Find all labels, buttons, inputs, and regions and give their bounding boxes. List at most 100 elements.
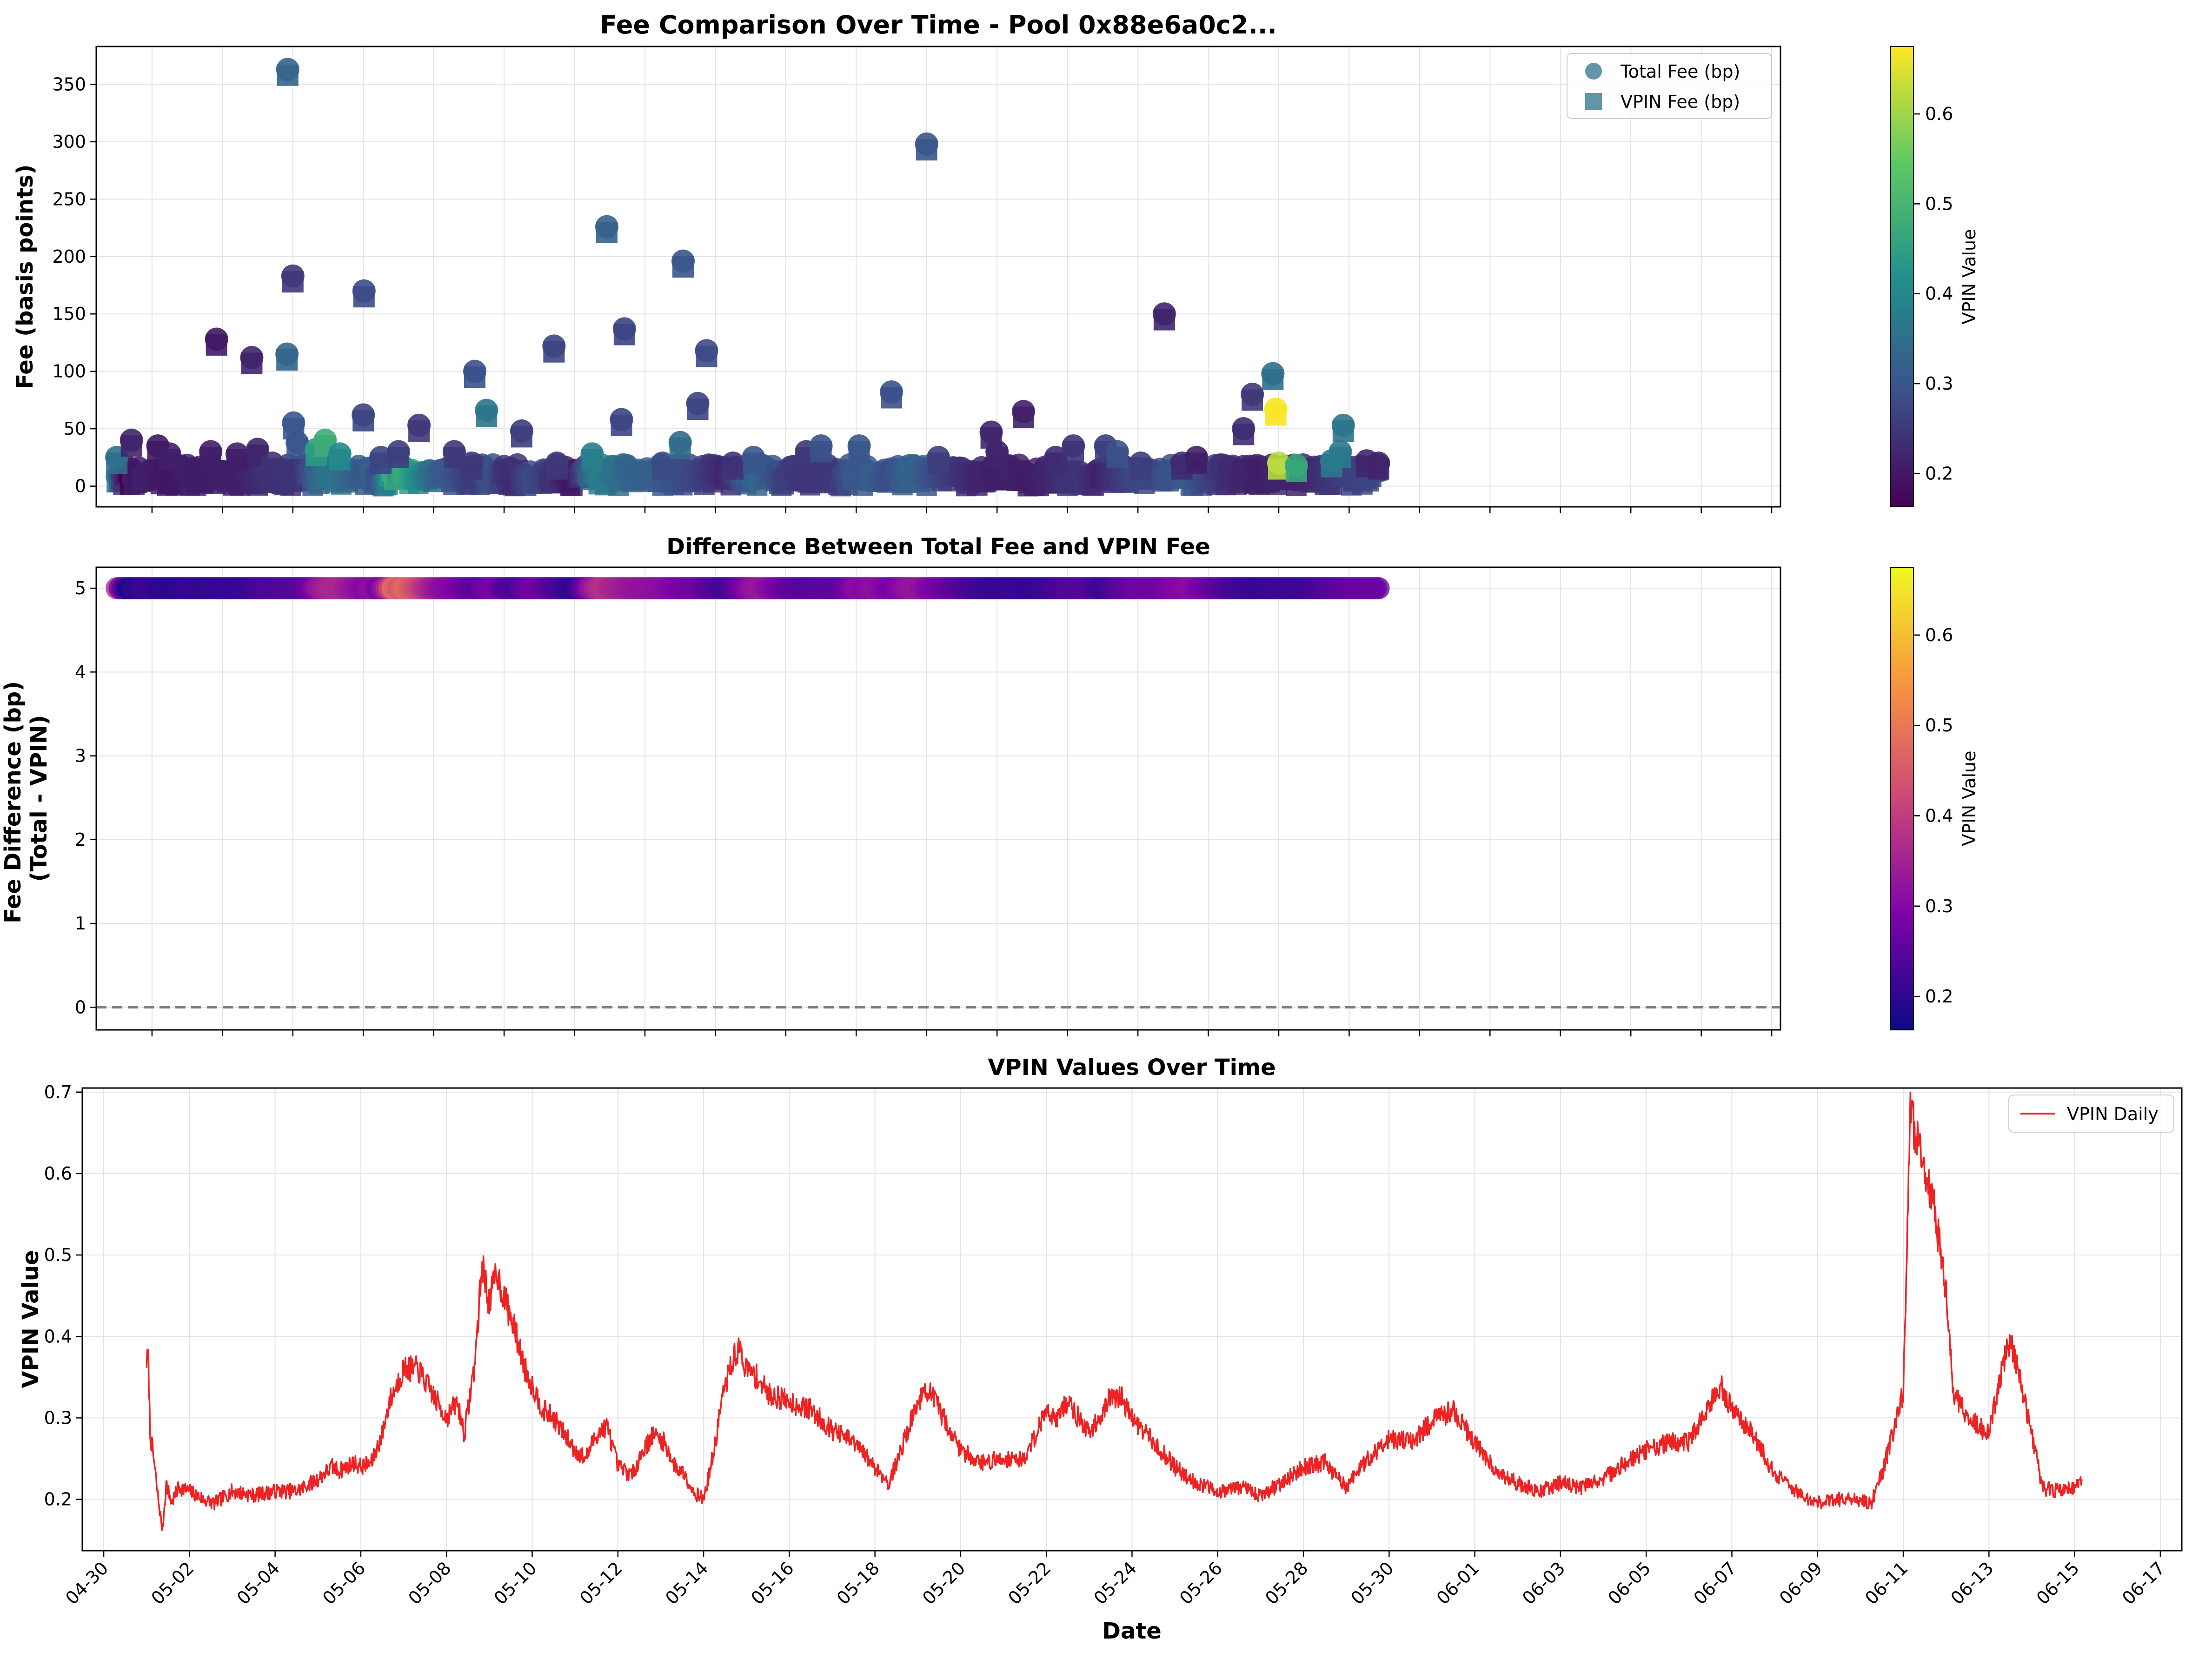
total-fee-point xyxy=(595,215,618,239)
x-tick-label: 06-17 xyxy=(2118,1558,2169,1608)
total-fee-point xyxy=(542,334,566,358)
x-tick-label: 05-30 xyxy=(1347,1558,1398,1608)
total-fee-point xyxy=(847,434,871,458)
fee-legend: Total Fee (bp) VPIN Fee (bp) xyxy=(1567,53,1772,119)
difference-markers xyxy=(96,577,1780,1009)
x-tick-label: 05-12 xyxy=(576,1558,626,1608)
fee-y-label: Fee (basis points) xyxy=(12,164,38,389)
y-tick-label: 250 xyxy=(52,189,86,209)
x-tick-label: 05-16 xyxy=(747,1558,798,1608)
total-fee-point xyxy=(610,408,633,431)
total-fee-point xyxy=(671,249,695,273)
difference-y-ticks: 0 1 2 3 4 5 xyxy=(75,578,96,1017)
total-fee-point xyxy=(1267,451,1290,475)
y-tick-label: 0 xyxy=(75,476,86,497)
vpin-legend-box xyxy=(2008,1095,2174,1133)
fee-colorbar: 0.2 0.3 0.4 0.5 0.6 VPIN Value xyxy=(1890,46,1980,507)
colorbar-tick-label: 0.2 xyxy=(1925,463,1953,484)
colorbar-tick-label: 0.5 xyxy=(1925,715,1953,736)
total-fee-point xyxy=(281,264,305,288)
total-fee-point xyxy=(158,442,181,466)
vpin-x-label: Date xyxy=(1102,1618,1162,1644)
difference-colorbar: 0.2 0.3 0.4 0.5 0.6 VPIN Value xyxy=(1890,567,1980,1030)
y-tick-label: 4 xyxy=(75,662,86,682)
vpin-line-layer xyxy=(146,1091,2083,1531)
x-tick-label: 06-07 xyxy=(1690,1558,1740,1608)
colorbar-tick-label: 0.4 xyxy=(1925,284,1953,304)
total-fee-point xyxy=(668,431,692,454)
x-tick-label: 05-14 xyxy=(661,1558,712,1608)
total-fee-point xyxy=(985,440,1009,464)
fee-grid xyxy=(96,46,1780,507)
vpin-panel: 0.20.30.40.50.60.7 04-30 05-02 05-04 05-06 0… xyxy=(18,1055,2183,1644)
fee-colorbar-ticks: 0.2 0.3 0.4 0.5 0.6 xyxy=(1913,104,1953,484)
total-fee-point xyxy=(407,413,431,437)
y-tick-label: 300 xyxy=(52,132,86,152)
total-fee-point xyxy=(1284,454,1308,478)
x-tick-label: 05-20 xyxy=(918,1558,969,1608)
total-fee-point xyxy=(442,440,466,464)
colorbar-tick-label: 0.6 xyxy=(1925,104,1953,124)
x-tick-label: 05-06 xyxy=(319,1558,369,1608)
x-tick-label: 06-15 xyxy=(2033,1558,2083,1608)
total-fee-point xyxy=(809,434,833,458)
total-fee-point xyxy=(580,442,604,466)
difference-y-label-line1: Fee Difference (bp) xyxy=(0,681,26,923)
colorbar-tick-label: 0.3 xyxy=(1925,896,1953,916)
difference-y-label: Fee Difference (bp) (Total - VPIN) xyxy=(0,673,52,923)
total-fee-point xyxy=(880,380,903,404)
total-fee-point xyxy=(276,58,299,81)
x-tick-label: 05-24 xyxy=(1090,1558,1141,1608)
fee-axes-frame xyxy=(95,46,1781,508)
y-tick-label: 350 xyxy=(52,74,86,94)
colorbar-tick-label: 0.6 xyxy=(1925,625,1953,645)
y-tick-label: 0.6 xyxy=(44,1163,72,1184)
total-fee-point xyxy=(721,451,745,475)
total-fee-point xyxy=(205,327,228,351)
x-tick-label: 05-10 xyxy=(490,1558,541,1608)
total-fee-point xyxy=(328,442,352,466)
total-fee-point xyxy=(1129,451,1153,475)
vpin-daily-line xyxy=(146,1091,2083,1531)
difference-axes-frame xyxy=(95,566,1781,1031)
fee-difference-panel: 0 1 2 3 4 5 Difference Between Total Fee and … xyxy=(0,534,1980,1036)
x-tick-label: 05-28 xyxy=(1261,1558,1312,1608)
colorbar-tick-label: 0.5 xyxy=(1925,193,1953,214)
vpin-y-label: VPIN Value xyxy=(18,1250,44,1388)
y-tick-label: 0 xyxy=(75,997,86,1017)
total-fee-point xyxy=(686,392,710,415)
total-fee-point xyxy=(510,419,533,443)
total-fee-point xyxy=(463,359,487,383)
total-fee-point xyxy=(1232,417,1255,441)
vpin-y-ticks: 0.2 0.3 0.4 0.5 0.6 0.7 xyxy=(44,1082,82,1510)
fee-y-ticks: 0 50 100 150 200 250 300 350 xyxy=(52,74,96,497)
legend-vpin-daily-label: VPIN Daily xyxy=(2067,1104,2159,1124)
difference-colorbar-label: VPIN Value xyxy=(1959,751,1980,846)
total-fee-point xyxy=(313,428,337,452)
total-fee-point xyxy=(1331,413,1355,437)
total-fee-point xyxy=(651,451,674,475)
y-tick-label: 0.4 xyxy=(44,1326,72,1347)
vpin-legend: VPIN Daily xyxy=(2008,1095,2174,1133)
fee-colorbar-label: VPIN Value xyxy=(1959,229,1980,325)
total-fee-point xyxy=(352,279,376,303)
y-tick-label: 0.2 xyxy=(44,1489,72,1510)
vpin-title: VPIN Values Over Time xyxy=(988,1055,1275,1081)
fee-x-ticks xyxy=(151,507,1773,513)
difference-x-ticks xyxy=(151,1030,1773,1036)
x-tick-label: 06-03 xyxy=(1518,1558,1569,1608)
difference-colorbar-bar xyxy=(1890,567,1914,1030)
x-tick-label: 06-13 xyxy=(1947,1558,1998,1608)
y-tick-label: 2 xyxy=(75,830,86,850)
total-fee-point xyxy=(1241,383,1264,406)
fee-title: Fee Comparison Over Time - Pool 0x88e6a0… xyxy=(600,10,1277,40)
total-fee-point xyxy=(120,428,143,452)
total-fee-point xyxy=(286,431,309,454)
vpin-grid xyxy=(82,1088,2182,1551)
x-tick-label: 06-05 xyxy=(1604,1558,1654,1608)
legend-vpin-fee-label: VPIN Fee (bp) xyxy=(1621,92,1740,112)
total-fee-point xyxy=(545,451,569,475)
legend-vpin-fee-marker xyxy=(1585,93,1602,110)
